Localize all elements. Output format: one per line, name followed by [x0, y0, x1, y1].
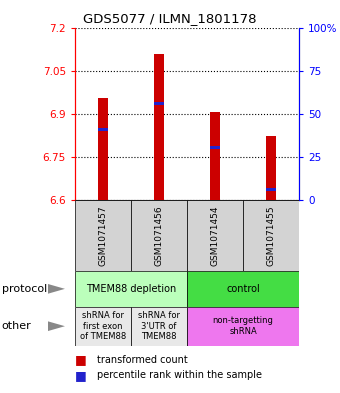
Bar — [187, 200, 243, 271]
Bar — [187, 307, 299, 346]
Text: protocol: protocol — [2, 284, 47, 294]
Text: transformed count: transformed count — [97, 354, 188, 365]
Bar — [75, 271, 187, 307]
Bar — [131, 307, 187, 346]
Bar — [98, 129, 108, 131]
Bar — [75, 200, 131, 271]
Bar — [98, 98, 108, 200]
Text: shRNA for
first exon
of TMEM88: shRNA for first exon of TMEM88 — [80, 311, 126, 341]
Text: other: other — [2, 321, 31, 331]
Bar — [75, 307, 131, 346]
Text: GSM1071456: GSM1071456 — [154, 206, 164, 266]
Bar — [243, 200, 299, 271]
Text: GDS5077 / ILMN_1801178: GDS5077 / ILMN_1801178 — [83, 12, 257, 25]
Polygon shape — [48, 321, 65, 331]
Text: shRNA for
3'UTR of
TMEM88: shRNA for 3'UTR of TMEM88 — [138, 311, 180, 341]
Text: ■: ■ — [75, 353, 87, 366]
Bar — [210, 112, 220, 200]
Bar — [154, 103, 164, 105]
Text: GSM1071455: GSM1071455 — [267, 206, 276, 266]
Text: non-targetting
shRNA: non-targetting shRNA — [212, 316, 274, 336]
Bar — [210, 146, 220, 149]
Bar — [131, 200, 187, 271]
Text: control: control — [226, 284, 260, 294]
Polygon shape — [48, 284, 65, 294]
Text: ■: ■ — [75, 369, 87, 382]
Text: percentile rank within the sample: percentile rank within the sample — [97, 370, 262, 380]
Bar — [266, 136, 276, 200]
Text: GSM1071457: GSM1071457 — [98, 206, 107, 266]
Bar — [187, 271, 299, 307]
Text: GSM1071454: GSM1071454 — [210, 206, 220, 266]
Text: TMEM88 depletion: TMEM88 depletion — [86, 284, 176, 294]
Bar — [266, 188, 276, 191]
Bar — [154, 54, 164, 200]
